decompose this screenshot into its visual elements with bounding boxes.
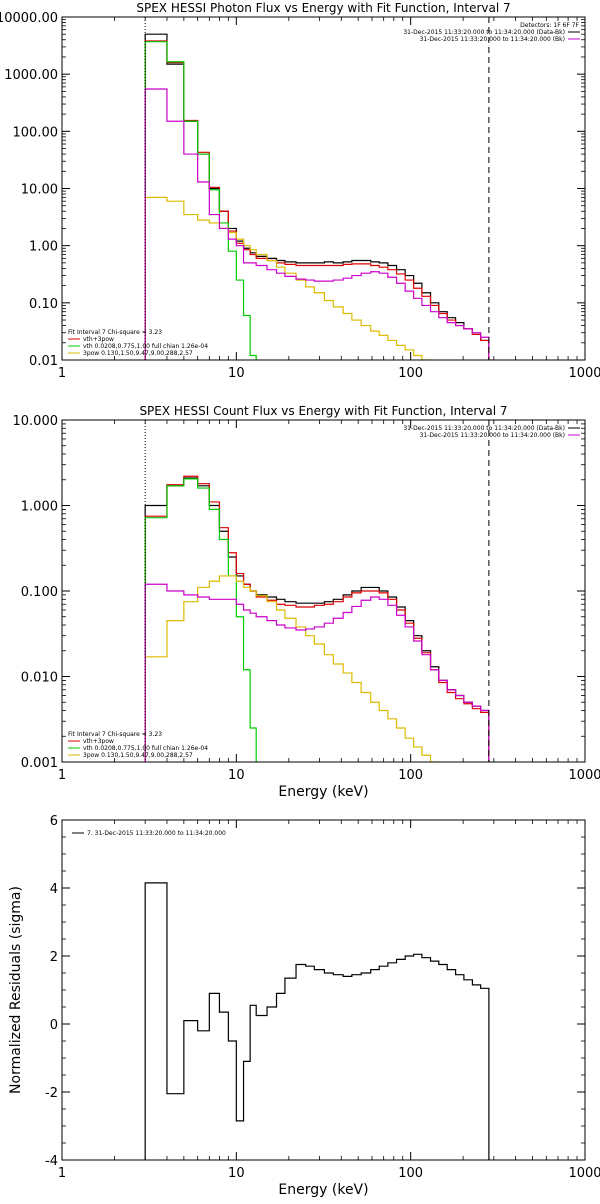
y-tick-label: 0.100 [21, 585, 58, 600]
legend-text: 3pow 0.130,1.50,9.47,9.00,288,2.57 [83, 350, 193, 357]
series-line-3 [145, 42, 489, 378]
legend-top: 31-Dec-2015 11:33:20.000 to 11:34:20.000… [403, 425, 580, 439]
panel-2: 1 10 100 1000 0.001 0.010 0.100 1.000 10.000 SPEX… [13, 404, 600, 800]
legend-text: 31-Dec-2015 11:33:20.000 to 11:34:20.000… [403, 425, 565, 432]
legend-text: 31-Dec-2015 11:33:20.000 to 11:34:20.000… [420, 432, 565, 439]
series-line-4 [145, 197, 489, 377]
plot-frame [62, 420, 585, 762]
legend-text: vth 0.0208,0.775,1.00 full chian 1.26e-0… [83, 343, 208, 350]
y-tick-label: 0.10 [29, 297, 58, 312]
panel-1: 1 10 100 1000 0.01 0.10 1.00 10.00 100.00 1000.00… [0, 1, 600, 381]
y-tick-label: 2 [50, 950, 58, 965]
series-line-1 [145, 883, 489, 1160]
series-group [145, 476, 489, 788]
y-tick-label: 0.001 [21, 756, 58, 771]
legend-text: 7. 31-Dec-2015 11:33:20.000 to 11:34:20.… [87, 830, 226, 837]
y-tick-label: -2 [45, 1086, 58, 1101]
x-tick-label: 1 [58, 1166, 66, 1181]
x-tick-label: 100 [398, 768, 423, 783]
series-line-2 [145, 41, 489, 377]
x-tick-label: 10 [228, 1166, 245, 1181]
x-tick-label: 10 [228, 768, 245, 783]
legend-bottom: Fit Interval 7 Chi-square = 3.23vth+3pow… [68, 329, 208, 357]
series-line-3 [145, 479, 489, 788]
legend-top: 7. 31-Dec-2015 11:33:20.000 to 11:34:20.… [72, 830, 226, 837]
series-group [145, 34, 489, 377]
x-tick-label: 100 [398, 366, 423, 381]
x-axis-label: Energy (keV) [278, 784, 368, 800]
y-tick-label: 100.00 [13, 125, 59, 140]
y-axis-label: Normalized Residuals (sigma) [8, 886, 24, 1094]
panel-3: 1 10 100 1000 -4 -2 0 2 4 6 Energy (keV) Normalized… [8, 814, 600, 1198]
series-group [145, 883, 489, 1160]
x-tick-label: 1 [58, 768, 66, 783]
series-line-1 [145, 478, 489, 788]
legend-header: Detectors: 1F 6F 7F [520, 22, 579, 29]
y-tick-label: 0.010 [21, 671, 58, 686]
y-tick-label: 1000.00 [4, 68, 58, 83]
y-tick-label: 1.000 [21, 500, 58, 515]
y-tick-label: -4 [45, 1154, 58, 1169]
y-tick-label: 0.01 [29, 354, 58, 369]
series-line-4 [145, 576, 489, 788]
chart-title: SPEX HESSI Count Flux vs Energy with Fit… [139, 404, 507, 418]
x-tick-label: 1000 [568, 768, 600, 783]
x-tick-label: 10 [228, 366, 245, 381]
legend-header: Fit Interval 7 Chi-square = 3.23 [68, 329, 162, 336]
y-tick-label: 4 [50, 882, 58, 897]
chart-title: SPEX HESSI Photon Flux vs Energy with Fi… [136, 1, 510, 15]
plot-frame [62, 17, 585, 360]
y-tick-label: 10000.00 [0, 11, 58, 26]
x-axis-label: Energy (keV) [278, 1182, 368, 1198]
series-line-5 [145, 89, 489, 377]
legend-text: 31-Dec-2015 11:33:20.000 to 11:34:20.000… [403, 29, 565, 36]
legend-text: vth 0.0208,0.775,1.00 full chian 1.26e-0… [83, 745, 208, 752]
series-line-1 [145, 34, 489, 377]
x-tick-label: 1 [58, 366, 66, 381]
series-line-5 [145, 584, 489, 788]
legend-text: 31-Dec-2015 11:33:20.000 to 11:34:20.000… [420, 36, 565, 43]
y-tick-label: 10.00 [21, 183, 58, 198]
y-tick-label: 0 [50, 1018, 58, 1033]
plot-frame [62, 820, 585, 1160]
legend-text: vth+3pow [83, 336, 114, 343]
legend-header: Fit Interval 7 Chi-square = 3.23 [68, 731, 162, 738]
y-tick-label: 10.000 [13, 414, 59, 429]
series-line-2 [145, 476, 489, 788]
x-tick-label: 1000 [568, 1166, 600, 1181]
x-tick-label: 100 [398, 1166, 423, 1181]
y-tick-label: 1.00 [29, 240, 58, 255]
legend-bottom: Fit Interval 7 Chi-square = 3.23vth+3pow… [68, 731, 208, 759]
x-tick-label: 1000 [568, 366, 600, 381]
legend-text: 3pow 0.130,1.50,9.47,9.00,288,2.57 [83, 752, 193, 759]
legend-text: vth+3pow [83, 738, 114, 745]
y-tick-label: 6 [50, 814, 58, 829]
